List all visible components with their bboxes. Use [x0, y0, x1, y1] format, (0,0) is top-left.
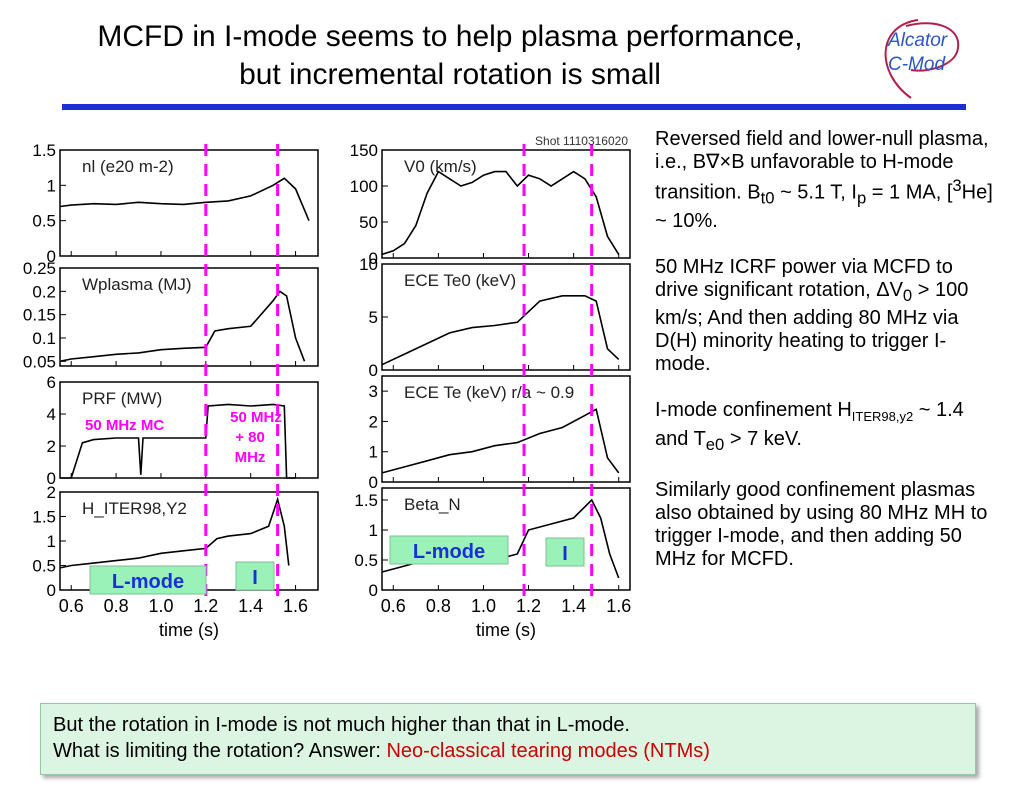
x-tick-label: 0.6	[59, 596, 84, 616]
y-tick-label: 0	[369, 249, 378, 268]
bullet-3: I-mode confinement HITER98,y2 ~ 1.4 and …	[655, 398, 964, 454]
conclusion-line-2: What is limiting the rotation? Answer: N…	[53, 740, 710, 762]
x-tick-label: 1.0	[471, 596, 496, 616]
title-line-2: but incremental rotation is small	[239, 58, 661, 91]
x-tick-label: 1.6	[606, 596, 631, 616]
series-line	[381, 295, 620, 366]
y-tick-label: 2	[47, 437, 56, 456]
annotation-50mhz-mc: 50 MHz MC	[85, 417, 164, 434]
left-chart: 1.5 1 0.5 0 nl (e20 m-2) 0.25 0.2 0.15 0.1 0.05 Wp…	[23, 141, 319, 640]
y-tick-label: 0.1	[32, 329, 56, 348]
bullet-1: Reversed field and lower-null plasma, i.…	[655, 128, 993, 232]
x-axis-label: time (s)	[159, 620, 219, 640]
mode-label-text: L-mode	[112, 571, 184, 593]
y-tick-label: 1.5	[32, 141, 56, 160]
slide-title: MCFD in I-mode seems to help plasma perf…	[20, 18, 880, 94]
mode-label-box	[545, 537, 585, 567]
y-tick-label: 1	[369, 521, 378, 540]
x-tick-label: 0.8	[104, 596, 129, 616]
panel-frame	[381, 149, 631, 259]
x-tick-label: 1.2	[516, 596, 541, 616]
y-tick-label: 0	[47, 469, 56, 488]
annotation-50-80mhz-line3: MHz	[235, 449, 266, 466]
mode-label-box	[89, 565, 207, 595]
y-tick-label: 0.5	[354, 551, 378, 570]
panel-label: ECE Te0 (keV)	[404, 271, 516, 290]
mode-label-text: I	[562, 543, 568, 565]
y-tick-label: 3	[369, 382, 378, 401]
y-tick-label: 0	[47, 581, 56, 600]
y-tick-label: 1.5	[354, 491, 378, 510]
y-tick-label: 1	[369, 443, 378, 462]
panel-label: PRF (MW)	[82, 389, 162, 408]
y-tick-label: 0	[47, 247, 56, 266]
y-tick-label: 1	[47, 176, 56, 195]
mode-label-box	[235, 561, 275, 591]
panel-label: H_ITER98,Y2	[82, 499, 187, 518]
y-tick-label: 1.5	[32, 508, 56, 527]
mode-label-box	[389, 535, 509, 565]
x-tick-label: 1.2	[193, 596, 218, 616]
x-tick-label: 0.8	[426, 596, 451, 616]
title-line-1: MCFD in I-mode seems to help plasma perf…	[97, 20, 803, 53]
panel-label: ECE Te (keV) r/a ~ 0.9	[404, 383, 574, 402]
x-tick-label: 1.4	[561, 596, 586, 616]
shot-number: Shot 1110316020	[535, 134, 628, 148]
annotation-50-80mhz-line1: 50 MHz	[230, 409, 282, 426]
y-tick-label: 0.05	[23, 352, 56, 371]
y-tick-label: 0	[369, 581, 378, 600]
panel-frame	[59, 381, 319, 479]
conclusion-line-1: But the rotation in I-mode is not much h…	[53, 714, 630, 736]
bullet-list: Reversed field and lower-null plasma, i.…	[655, 128, 1000, 594]
y-tick-label: 0.25	[23, 259, 56, 278]
logo-line-2: C-Mod	[888, 54, 946, 75]
y-tick-label: 0.5	[32, 557, 56, 576]
panel-frame	[59, 267, 319, 367]
bullet-4: Similarly good confinement plasmas also …	[655, 478, 988, 570]
y-tick-label: 0.2	[32, 282, 56, 301]
annotation-50-80mhz-line2: + 80	[235, 429, 265, 446]
y-tick-label: 150	[350, 141, 378, 160]
conclusion-box: But the rotation in I-mode is not much h…	[40, 703, 976, 775]
y-tick-label: 5	[369, 308, 378, 327]
alcator-logo: Alcator C-Mod	[866, 18, 976, 100]
series-line	[381, 170, 620, 256]
y-tick-label: 4	[47, 405, 56, 424]
y-tick-label: 6	[47, 373, 56, 392]
panel-label: V0 (km/s)	[404, 157, 477, 176]
y-tick-label: 1	[47, 532, 56, 551]
bullet-2: 50 MHz ICRF power via MCFD to drive sign…	[655, 255, 969, 375]
y-tick-label: 0	[369, 361, 378, 380]
panel-frame	[381, 487, 631, 591]
panel-frame	[381, 375, 631, 483]
title-rule	[62, 104, 966, 110]
series-line	[381, 408, 620, 474]
y-tick-label: 10	[359, 255, 378, 274]
panel-label: nl (e20 m-2)	[82, 157, 174, 176]
series-line	[59, 290, 306, 363]
x-tick-label: 0.6	[381, 596, 406, 616]
y-tick-label: 0.15	[23, 306, 56, 325]
x-tick-label: 1.6	[283, 596, 308, 616]
panel-label: Wplasma (MJ)	[82, 275, 192, 294]
x-tick-label: 1.4	[238, 596, 263, 616]
mode-label-text: L-mode	[413, 541, 485, 563]
y-tick-label: 100	[350, 177, 378, 196]
logo-swoosh-icon	[884, 19, 960, 99]
y-tick-label: 2	[369, 412, 378, 431]
x-axis-label: time (s)	[476, 620, 536, 640]
x-tick-label: 1.0	[148, 596, 173, 616]
y-tick-label: 0	[369, 473, 378, 492]
answer-text: Neo-classical tearing modes (NTMs)	[386, 740, 710, 762]
series-line	[60, 403, 296, 479]
logo-line-1: Alcator	[888, 30, 948, 51]
y-tick-label: 0.5	[32, 212, 56, 231]
panel-frame	[59, 149, 319, 257]
y-tick-label: 2	[47, 483, 56, 502]
mode-label-text: I	[252, 567, 258, 589]
series-line	[59, 177, 310, 222]
y-tick-label: 50	[359, 213, 378, 232]
panel-label: Beta_N	[404, 495, 461, 514]
